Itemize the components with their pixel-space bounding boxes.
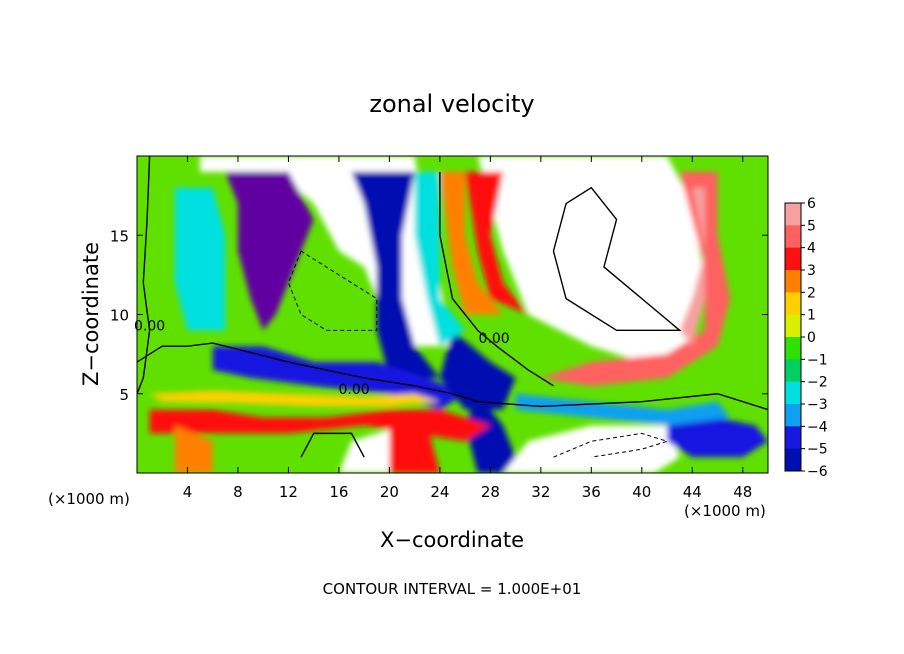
field-region <box>679 187 705 347</box>
colorbar-tick-label: 3 <box>807 263 816 279</box>
field-region <box>212 346 466 410</box>
field-region <box>174 425 213 473</box>
x-unit-left: (×1000 m) <box>48 490 130 508</box>
x-axis-ticks: 4 8 12 16 20 24 28 32 36 40 44 48 <box>183 156 752 501</box>
field-region <box>439 330 516 410</box>
x-tick-label: 40 <box>632 483 651 501</box>
field-region <box>149 390 440 407</box>
x-tick-label: 28 <box>481 483 500 501</box>
colorbar-swatch <box>785 203 801 226</box>
field-region <box>477 156 705 363</box>
heatmap-field <box>137 156 768 473</box>
colorbar-tick-label: −5 <box>807 442 828 458</box>
colorbar-tick-label: −3 <box>807 397 828 413</box>
x-tick-label: 4 <box>183 483 193 501</box>
field-region <box>502 425 680 473</box>
contour-interval-note: CONTOUR INTERVAL = 1.000E+01 <box>323 580 582 598</box>
colorbar-swatch <box>785 426 801 450</box>
x-tick-label: 16 <box>329 483 348 501</box>
colorbar-tick-label: −4 <box>807 419 828 435</box>
contour-line <box>552 186 682 332</box>
contour-label: 0.00 <box>479 331 510 347</box>
colorbar-tick-label: 4 <box>807 241 816 257</box>
colorbar-swatch <box>785 247 801 271</box>
contour-line <box>137 156 151 395</box>
contour-labels: 0.00 0.00 0.00 <box>134 318 510 397</box>
y-tick-label: 10 <box>110 307 129 325</box>
x-tick-label: 48 <box>733 483 752 501</box>
contour-label: 0.00 <box>134 318 165 334</box>
colorbar-tick-label: 2 <box>807 285 816 301</box>
y-axis-label: Z−coordinate <box>79 242 103 386</box>
colorbar-swatch <box>785 270 801 293</box>
colorbar-swatch <box>785 225 801 249</box>
colorbar-tick-label: 6 <box>807 196 816 212</box>
colorbar-swatch <box>785 337 801 360</box>
colorbar-tick-label: −2 <box>807 375 828 391</box>
x-axis-label: X−coordinate <box>380 528 524 552</box>
colorbar-swatch <box>785 381 801 405</box>
chart-title: zonal velocity <box>369 90 534 118</box>
field-region <box>149 409 491 442</box>
colorbar-swatch <box>785 448 801 472</box>
colorbar-tick-label: 1 <box>807 308 816 324</box>
y-axis-ticks: 5 10 15 <box>110 227 768 404</box>
colorbar-swatch <box>785 292 801 316</box>
contour-label: 0.00 <box>338 382 369 398</box>
colorbar: 6 5 4 3 2 1 0 −1 −2 −3 −4 −5 −6 <box>784 196 828 480</box>
contour-line <box>553 432 669 458</box>
y-tick-label: 15 <box>110 227 129 245</box>
colorbar-tick-label: 5 <box>807 218 816 234</box>
x-tick-label: 24 <box>430 483 449 501</box>
x-tick-label: 20 <box>380 483 399 501</box>
field-region <box>225 171 314 331</box>
field-region <box>465 393 516 473</box>
x-tick-label: 8 <box>233 483 243 501</box>
field-region <box>351 171 440 378</box>
y-tick-label: 5 <box>119 386 129 404</box>
field-region <box>439 171 503 315</box>
colorbar-tick-label: −6 <box>807 464 828 480</box>
field-region <box>338 425 403 473</box>
field-region <box>667 417 768 458</box>
x-tick-label: 32 <box>531 483 550 501</box>
field-region <box>465 171 529 315</box>
colorbar-tick-label: −1 <box>807 352 828 368</box>
contour-line <box>287 250 378 331</box>
field-region <box>389 425 440 473</box>
field-region <box>515 393 731 426</box>
contour-line <box>137 342 768 411</box>
x-tick-label: 12 <box>279 483 298 501</box>
colorbar-swatch <box>785 359 801 383</box>
field-region <box>414 171 466 347</box>
x-tick-label: 44 <box>683 483 702 501</box>
field-region <box>174 187 226 331</box>
contour-line <box>439 171 554 387</box>
colorbar-swatch <box>785 404 801 427</box>
field-region <box>540 171 731 386</box>
colorbar-tick-label: 0 <box>807 330 816 346</box>
x-tick-label: 36 <box>582 483 601 501</box>
x-unit-right: (×1000 m) <box>684 502 766 520</box>
contour-line <box>300 432 365 458</box>
colorbar-swatch <box>785 314 801 338</box>
